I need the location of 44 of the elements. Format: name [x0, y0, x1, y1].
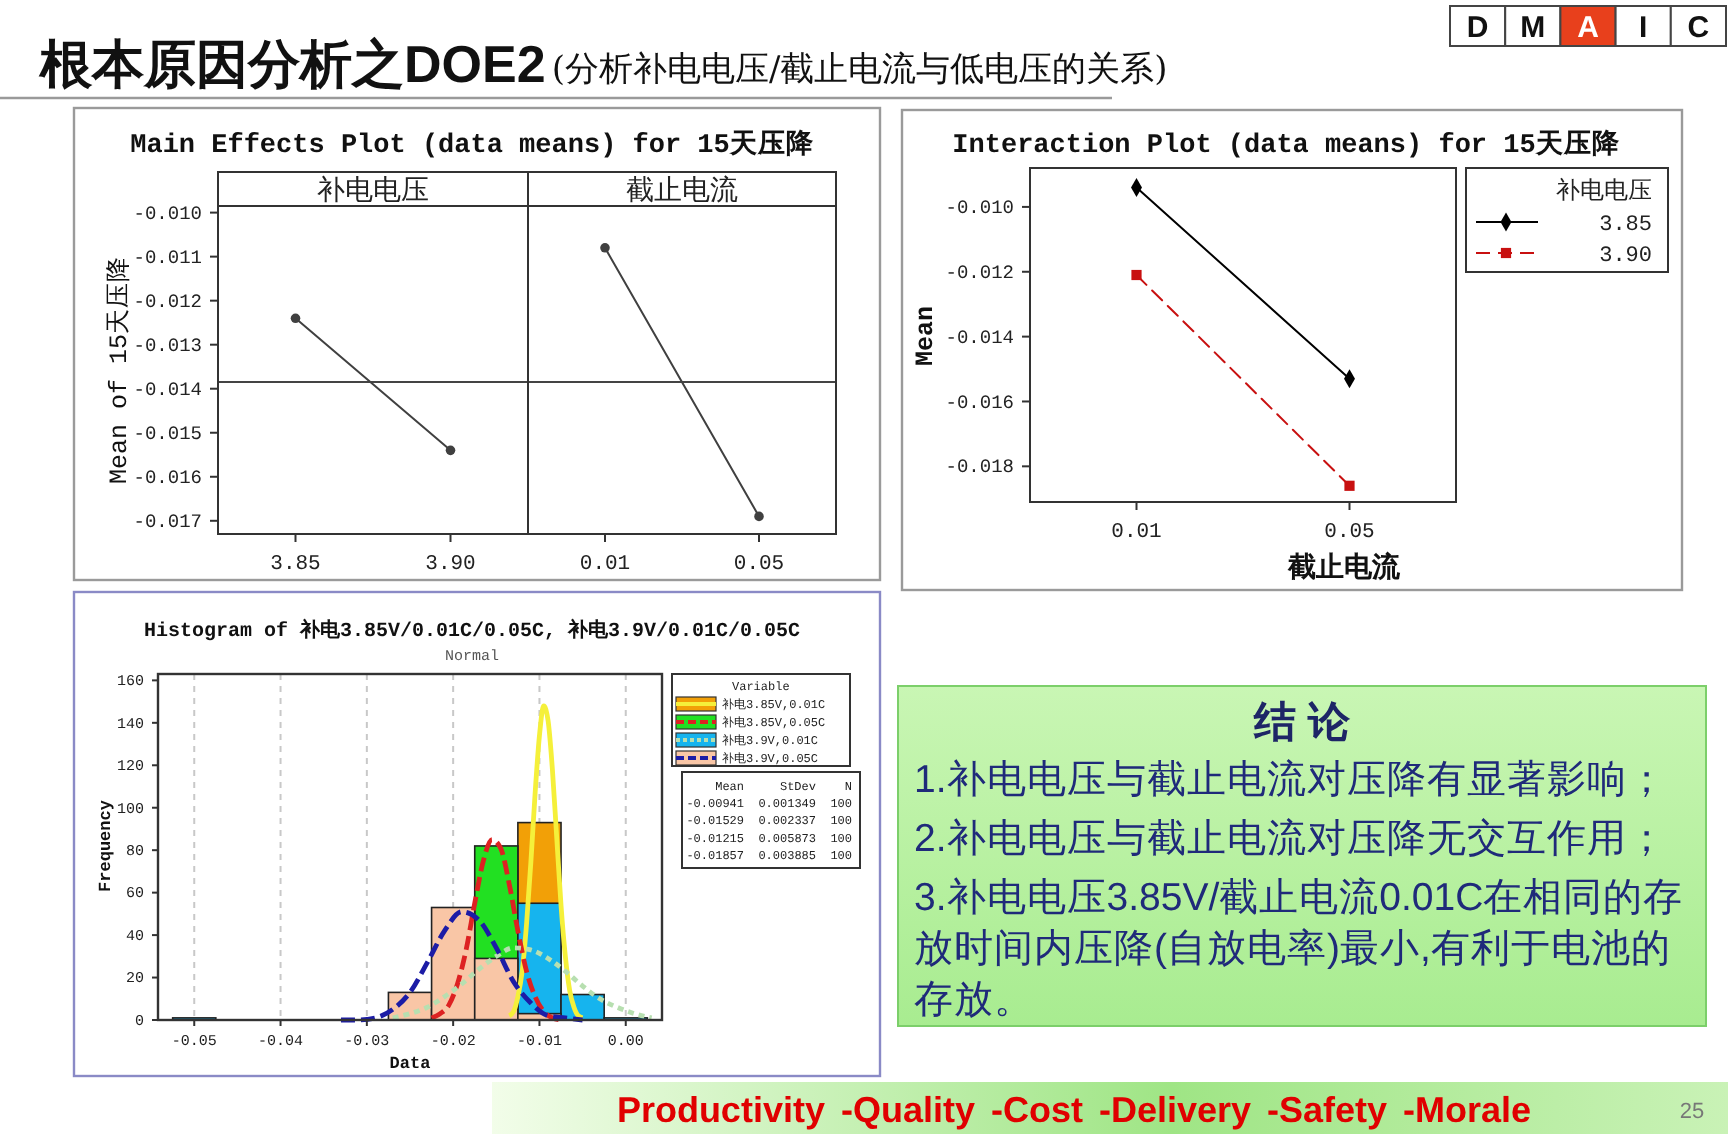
x-tick-label: 0.01	[1111, 520, 1162, 545]
y-tick-label: -0.016	[133, 466, 203, 489]
x-tick-label: 3.90	[425, 552, 476, 577]
x-tick-label: 3.85	[270, 552, 321, 577]
point	[1344, 480, 1355, 491]
x-tick-label: 0.01	[579, 552, 631, 577]
y-tick-label: -0.010	[133, 202, 203, 225]
category-label: M	[1520, 11, 1546, 45]
x-tick-label: 0.05	[733, 552, 785, 577]
y-tick-label: -0.010	[945, 196, 1015, 219]
y-tick-label: -0.012	[945, 261, 1015, 284]
chart-subtitle: 截止电流	[626, 173, 738, 205]
point	[1131, 269, 1142, 281]
text: 25	[1679, 1100, 1705, 1124]
y-tick-label: -0.011	[133, 246, 203, 269]
text: 根本原因分析之DOE2	[38, 34, 546, 94]
y-tick-label: -0.015	[133, 422, 203, 445]
y-tick-label: -0.012	[133, 290, 203, 313]
chart-subtitle: 补电电压	[317, 173, 429, 205]
chart-title: Interaction Plot (data means) for 15天压降	[952, 128, 1622, 162]
text: (分析补电电压/截止电流与低电压的关系)	[551, 50, 1168, 90]
legend-title: 补电电压	[1556, 176, 1652, 204]
category-label: A	[1577, 11, 1600, 45]
y-axis-title: Mean of 15天压降	[104, 255, 134, 485]
text: 2.补电电压与截止电流对压降无交互作用；	[914, 817, 1667, 861]
y-tick-label: -0.014	[133, 378, 203, 401]
y-axis-title: Mean	[912, 305, 940, 367]
text: 3.补电电压3.85V/截止电流0.01C在相同的存放时间内压降(自放电率)最小,有利于电池的存放。	[914, 876, 1684, 1022]
x-axis-title: 截止电流	[1286, 550, 1402, 582]
text: 结 论	[1252, 700, 1352, 746]
y-tick-label: -0.017	[133, 510, 202, 533]
y-tick-label: -0.014	[945, 326, 1015, 349]
y-tick-label: -0.016	[945, 391, 1015, 414]
text: 3.85	[1599, 214, 1652, 238]
text: 1.补电电压与截止电流对压降有显著影响；	[914, 758, 1667, 802]
x-tick-label: 0.05	[1324, 520, 1375, 545]
y-tick-label: -0.018	[945, 456, 1015, 479]
category-label: C	[1687, 11, 1710, 45]
chart-title: Main Effects Plot (data means) for 15天压降	[130, 128, 816, 162]
text: Productivity -Quality -Cost -Delivery -Safety -Morale	[616, 1090, 1532, 1130]
category-label: I	[1639, 11, 1648, 45]
y-tick-label: -0.013	[133, 334, 203, 357]
category-label: D	[1466, 11, 1489, 45]
text: 3.90	[1599, 245, 1652, 269]
